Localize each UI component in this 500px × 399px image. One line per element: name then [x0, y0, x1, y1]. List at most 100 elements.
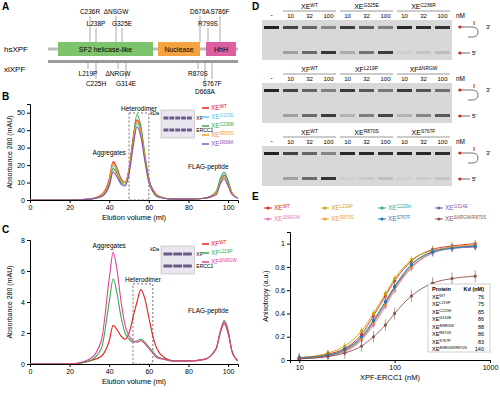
substrate-band [302, 152, 317, 155]
label-dot [459, 52, 462, 55]
substrate-band [359, 89, 374, 92]
annotation: FLAG-peptide [188, 307, 229, 315]
tick-label: 0 [29, 204, 33, 211]
product-band [359, 177, 374, 180]
protein-label: XES767F [388, 215, 410, 222]
substrate-band [397, 89, 412, 92]
substrate-schematic [458, 153, 478, 163]
axis-title: Anisotropy (a.u.) [262, 270, 270, 321]
lane-label: 10 [401, 139, 408, 145]
product-band [321, 177, 336, 180]
product-band [397, 51, 412, 54]
legend-key [437, 217, 440, 220]
protein-label: XFWT [301, 66, 318, 73]
tick-mark [109, 364, 110, 367]
tick: 20 [66, 364, 74, 375]
product-schematic [458, 116, 470, 117]
product-band [283, 177, 298, 180]
series-line [30, 290, 238, 364]
tick-label: 100 [223, 368, 235, 375]
mutation-tick [118, 63, 119, 69]
plot-area [30, 114, 238, 200]
product-band [435, 51, 450, 54]
protein-label: XER870S [354, 129, 379, 136]
table-cell: 86 [478, 316, 484, 322]
mutation-label: C225H [86, 80, 107, 87]
legend-key [202, 243, 209, 245]
lane-label: 32 [306, 76, 313, 82]
inset-band [164, 117, 169, 120]
group-line [397, 74, 450, 75]
axis-title: XPF-ERCC1 (nM) [360, 373, 421, 382]
lane-label: 32 [363, 139, 370, 145]
group-line [283, 137, 336, 138]
protein-label: XEC225H [388, 204, 411, 211]
mutation-tick [96, 63, 97, 79]
plot-area [30, 252, 238, 364]
tick-label: 0 [21, 361, 25, 368]
domain [206, 42, 236, 56]
inset-band [187, 117, 192, 120]
lane-label: 32 [306, 139, 313, 145]
gel-background [262, 146, 452, 186]
legend-key [202, 116, 209, 118]
mutation-tick [88, 63, 89, 69]
mutation-label: G325E [112, 20, 133, 27]
tick-label: 0 [29, 368, 33, 375]
tick-mark [70, 200, 71, 203]
unit-label: nM [456, 138, 465, 145]
table-frame [428, 284, 490, 352]
domain [158, 42, 200, 56]
lane-label: 10 [287, 13, 294, 19]
protein-label: XEΔNRGW [274, 215, 301, 222]
protein-label: XFL219P [211, 249, 232, 256]
lane-label: 10 [287, 139, 294, 145]
mutation-label: R799S [198, 20, 219, 27]
data-point [393, 312, 396, 315]
series-line [30, 279, 238, 364]
lane-label: 100 [437, 76, 448, 82]
tick: 8 [21, 237, 30, 244]
product-band [321, 51, 336, 54]
backbone [48, 60, 238, 63]
legend-key [323, 206, 326, 209]
legend-key [202, 252, 209, 254]
tick-mark [287, 337, 290, 338]
substrate-band [340, 152, 355, 155]
series-line [30, 127, 238, 200]
tick-label: 0.6 [275, 287, 285, 294]
tick-mark [27, 302, 30, 303]
product-band [435, 114, 450, 117]
mutation-label: ΔNSGW [104, 8, 129, 15]
mutation-tick [96, 28, 97, 42]
annotation: Aggregates [93, 149, 127, 157]
data-point [393, 285, 396, 288]
mutation-tick [126, 63, 127, 79]
data-point [343, 351, 346, 354]
substrate-band [416, 89, 431, 92]
mutation-tick [220, 16, 221, 42]
tick-label: 2 [21, 330, 25, 337]
tick-mark [287, 360, 290, 361]
lane-label: 100 [380, 139, 391, 145]
tick-mark [27, 148, 30, 149]
substrate-band [416, 26, 431, 29]
label-dot [459, 26, 462, 29]
data-point [450, 247, 453, 250]
tick: 0.8 [275, 264, 290, 271]
legend-key [202, 143, 209, 145]
label-dot [459, 152, 462, 155]
axis-line [31, 365, 239, 368]
lane-label: - [270, 137, 272, 144]
product-band [302, 51, 317, 54]
data-point [393, 277, 396, 280]
label-dot [459, 89, 462, 92]
end-label: 5' [472, 176, 476, 182]
data-point [474, 244, 477, 247]
substrate-band [283, 26, 298, 29]
substrate-band [397, 26, 412, 29]
tick: 10 [296, 360, 304, 371]
tick-mark [27, 165, 30, 166]
substrate-band [435, 26, 450, 29]
gel: -XFWT1032100XFL219P1032100XFΔNRGW1032100… [262, 66, 490, 123]
